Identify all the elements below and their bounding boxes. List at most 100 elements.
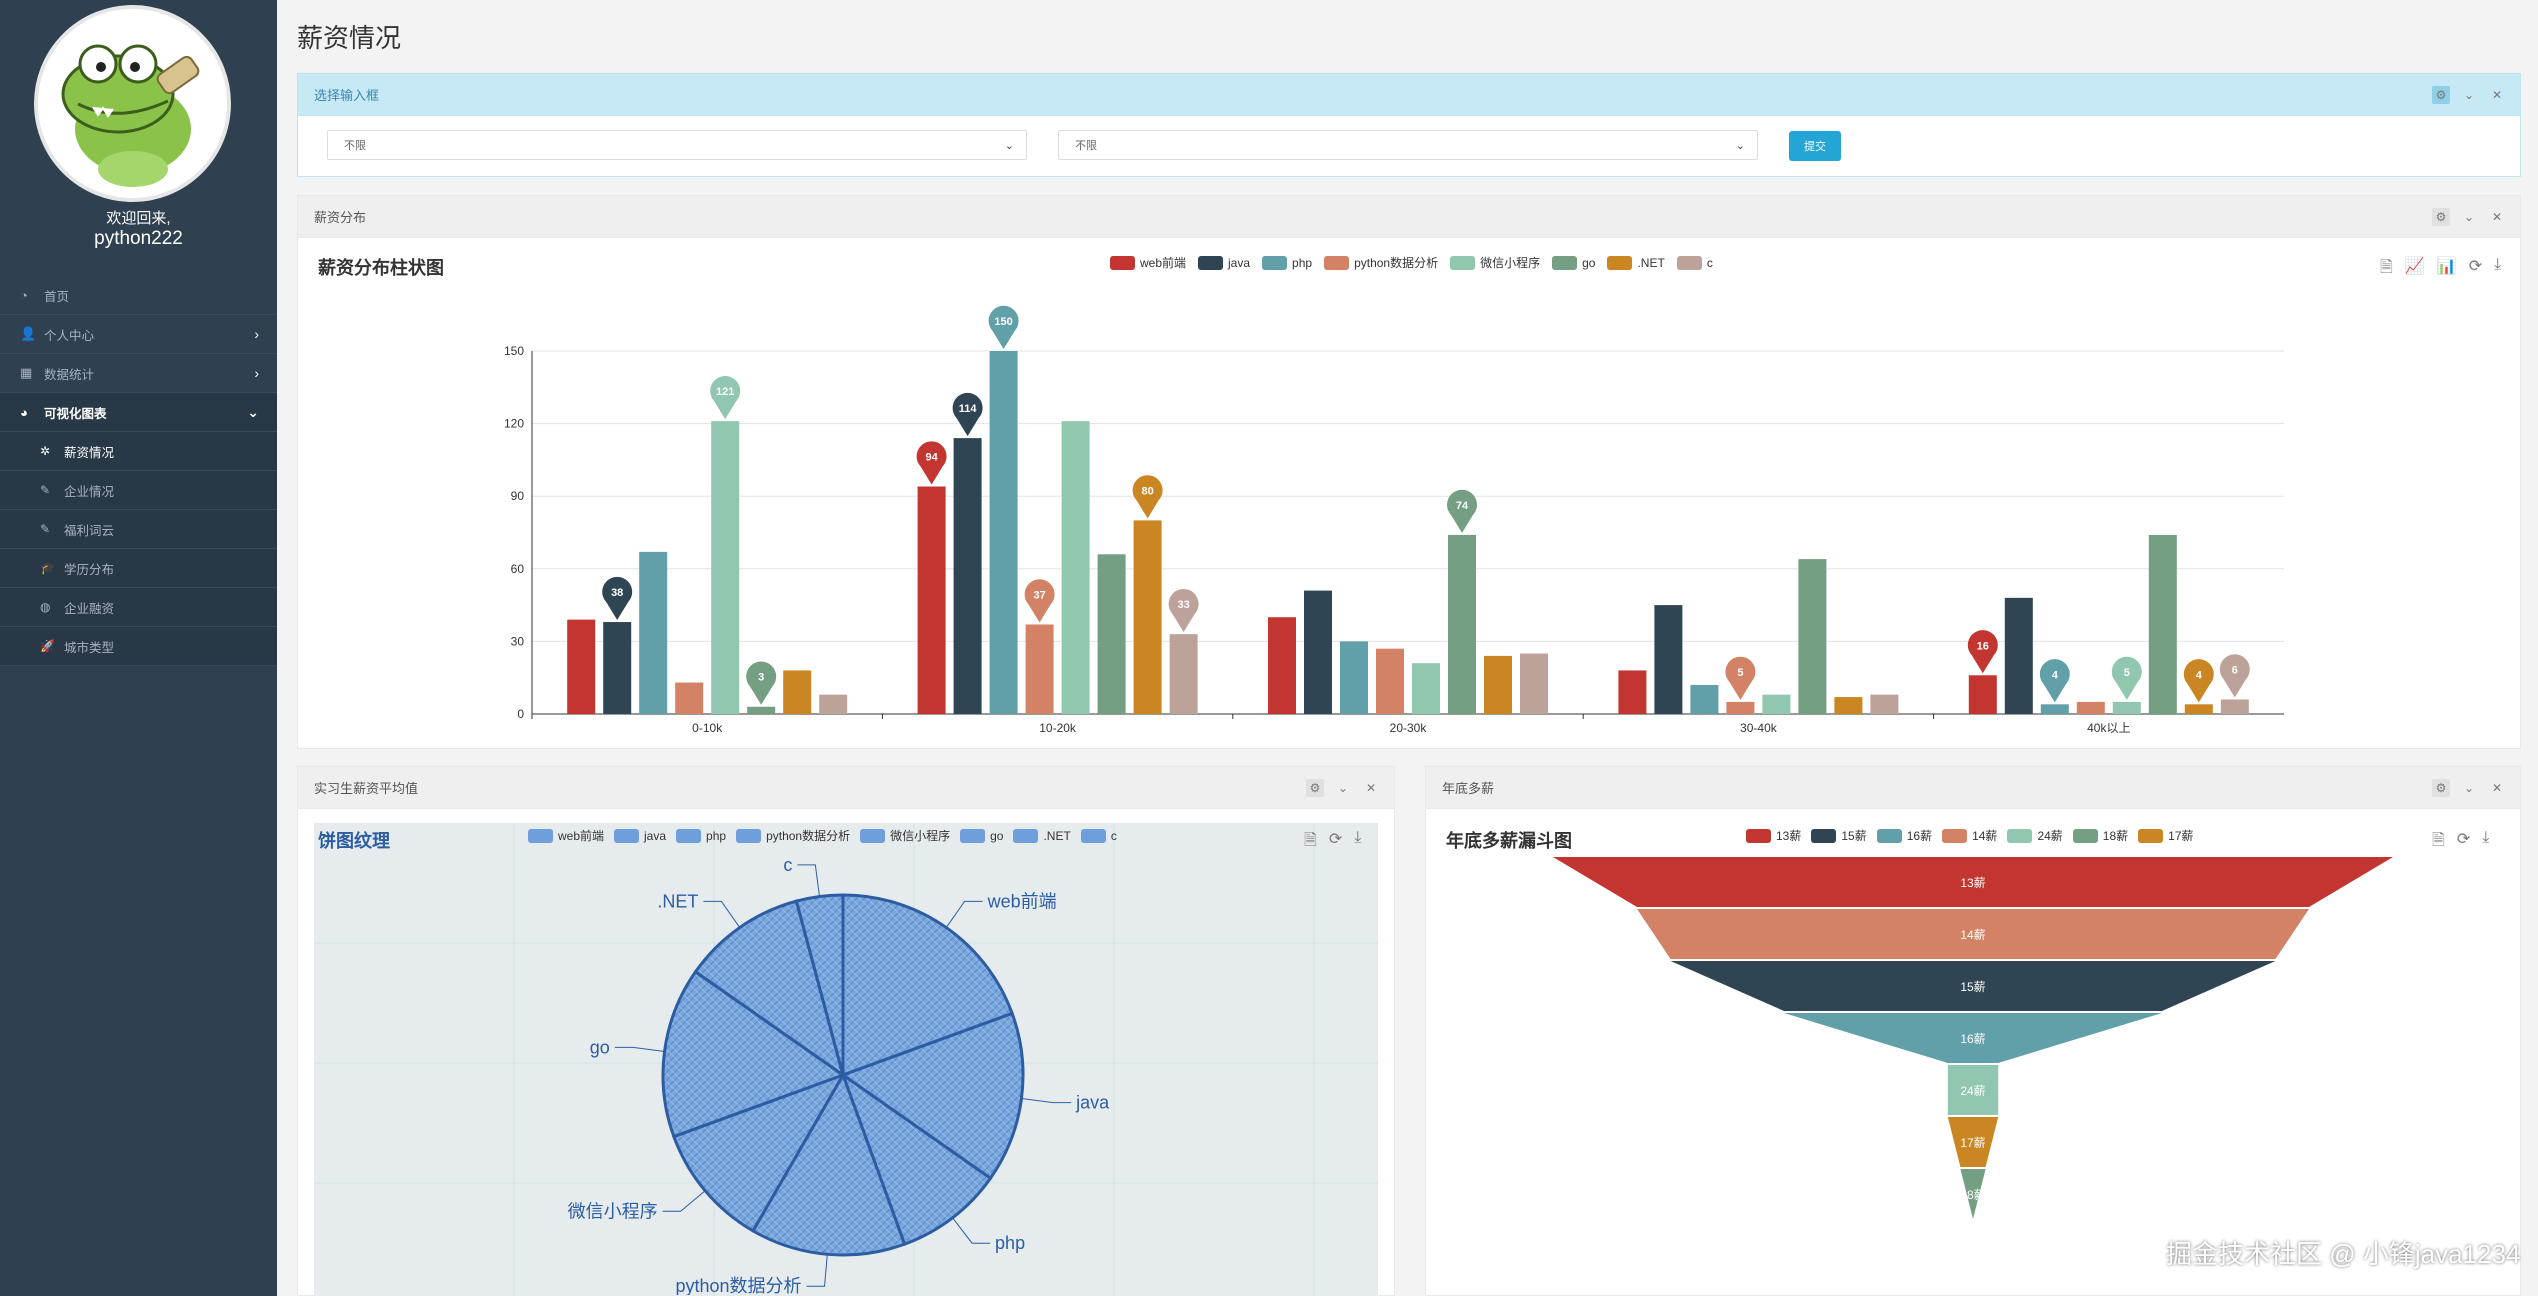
bar[interactable] xyxy=(1133,520,1162,714)
gear-icon[interactable]: ⚙ xyxy=(1306,779,1324,797)
download-icon[interactable]: ⤓ xyxy=(1354,829,1362,846)
legend-item[interactable]: java xyxy=(1198,255,1250,270)
avatar[interactable] xyxy=(34,5,231,202)
download-icon[interactable]: ⤓ xyxy=(2494,256,2502,273)
close-icon[interactable]: ✕ xyxy=(2491,88,2503,102)
bar[interactable] xyxy=(989,351,1018,714)
bar[interactable] xyxy=(1484,655,1512,714)
bar[interactable] xyxy=(819,694,848,714)
bar[interactable] xyxy=(917,486,946,714)
funnel-segment[interactable] xyxy=(1670,961,2276,1011)
bar[interactable] xyxy=(2040,704,2069,714)
data-pin[interactable]: 5 xyxy=(2111,656,2142,700)
data-pin[interactable]: 150 xyxy=(988,305,1019,349)
data-pin[interactable]: 37 xyxy=(1024,579,1055,623)
legend-item[interactable]: 24薪 xyxy=(2007,827,2063,844)
bar[interactable] xyxy=(1340,641,1368,714)
sub-item-salary[interactable]: ✲ 薪资情况 xyxy=(0,432,277,471)
data-pin[interactable]: 121 xyxy=(710,375,741,420)
funnel-segment[interactable] xyxy=(1784,1013,2162,1063)
bar[interactable] xyxy=(1834,697,1863,714)
bar[interactable] xyxy=(2076,701,2105,714)
bar[interactable] xyxy=(1448,534,1476,714)
gear-icon[interactable]: ⚙ xyxy=(2432,779,2450,797)
data-pin[interactable]: 4 xyxy=(2183,659,2214,703)
bar[interactable] xyxy=(1169,634,1198,714)
sub-item-education[interactable]: 🎓 学历分布 xyxy=(0,549,277,588)
funnel-segment[interactable] xyxy=(1947,1065,1999,1115)
legend-item[interactable]: php xyxy=(1262,255,1312,270)
bar[interactable] xyxy=(1304,590,1332,714)
bar[interactable] xyxy=(1870,694,1899,714)
legend-item[interactable]: 微信小程序 xyxy=(860,827,950,844)
funnel-segment[interactable] xyxy=(1637,909,2309,959)
bar[interactable] xyxy=(2112,701,2141,714)
chevron-down-icon[interactable]: ⌄ xyxy=(2463,781,2475,795)
sub-item-wordcloud[interactable]: ✎ 福利词云 xyxy=(0,510,277,549)
sub-item-company[interactable]: ✎ 企业情况 xyxy=(0,471,277,510)
legend-item[interactable]: c xyxy=(1676,255,1713,270)
legend-item[interactable]: 微信小程序 xyxy=(1450,254,1540,271)
gear-icon[interactable]: ⚙ xyxy=(2432,208,2450,226)
legend-item[interactable]: python数据分析 xyxy=(736,827,850,844)
bar[interactable] xyxy=(747,706,776,714)
legend-item[interactable]: c xyxy=(1080,828,1117,843)
bar[interactable] xyxy=(2004,597,2033,714)
bar[interactable] xyxy=(567,619,596,714)
legend-item[interactable]: go xyxy=(960,828,1003,843)
bar[interactable] xyxy=(1654,605,1683,714)
bar[interactable] xyxy=(675,682,704,714)
bar[interactable] xyxy=(639,551,668,714)
funnel-segment[interactable] xyxy=(1947,1117,1999,1167)
bar[interactable] xyxy=(1762,694,1791,714)
data-pin[interactable]: 94 xyxy=(916,441,947,485)
pie-slice[interactable] xyxy=(750,1071,907,1257)
legend-item[interactable]: 14薪 xyxy=(1942,827,1997,844)
legend-item[interactable]: 15薪 xyxy=(1811,827,1867,844)
job-select[interactable]: 不限 ⌄ xyxy=(1058,130,1758,160)
gear-icon[interactable]: ⚙ xyxy=(2432,86,2450,104)
bar[interactable] xyxy=(1690,684,1719,714)
salary-select[interactable]: 不限 ⌄ xyxy=(327,130,1027,160)
legend-item[interactable]: web前端 xyxy=(1110,254,1186,271)
legend-item[interactable]: php xyxy=(676,828,726,843)
chevron-down-icon[interactable]: ⌄ xyxy=(2463,88,2475,102)
download-icon[interactable]: ⤓ xyxy=(2482,829,2490,846)
legend-item[interactable]: java xyxy=(614,828,666,843)
bar[interactable] xyxy=(603,622,632,714)
chevron-down-icon[interactable]: ⌄ xyxy=(1337,781,1349,795)
refresh-icon[interactable]: ⟳ xyxy=(1328,831,1343,848)
legend-item[interactable]: 16薪 xyxy=(1876,827,1932,844)
refresh-icon[interactable]: ⟳ xyxy=(2468,258,2483,275)
bar[interactable] xyxy=(1268,617,1296,714)
close-icon[interactable]: ✕ xyxy=(2491,210,2503,224)
bar[interactable] xyxy=(2220,699,2249,714)
bar[interactable] xyxy=(2148,534,2177,714)
legend-item[interactable]: .NET xyxy=(1607,255,1665,270)
legend-item[interactable]: 13薪 xyxy=(1746,827,1801,844)
funnel-segment[interactable] xyxy=(1553,857,2393,907)
bar[interactable] xyxy=(1025,624,1054,714)
submit-button[interactable]: 提交 xyxy=(1789,131,1841,161)
data-pin[interactable]: 16 xyxy=(1967,630,1998,674)
nav-item-charts[interactable]: ◕ 可视化图表 ⌄ xyxy=(0,393,277,432)
legend-item[interactable]: python数据分析 xyxy=(1324,254,1438,271)
legend-item[interactable]: 17薪 xyxy=(2138,827,2194,844)
nav-item-profile[interactable]: 👤 个人中心 › xyxy=(0,315,277,354)
bar[interactable] xyxy=(1726,701,1755,714)
bar[interactable] xyxy=(1412,663,1440,714)
bar[interactable] xyxy=(1097,554,1126,714)
data-pin[interactable]: 5 xyxy=(1725,656,1756,700)
bar[interactable] xyxy=(2184,704,2213,714)
data-pin[interactable]: 114 xyxy=(952,392,983,437)
nav-item-stats[interactable]: ▦ 数据统计 › xyxy=(0,354,277,393)
refresh-icon[interactable]: ⟳ xyxy=(2456,831,2471,848)
bar[interactable] xyxy=(783,670,812,714)
bar-chart-icon[interactable]: 📊 xyxy=(2436,258,2457,275)
funnel-segment[interactable] xyxy=(1960,1169,1986,1219)
bar[interactable] xyxy=(1618,670,1647,714)
data-pin[interactable]: 33 xyxy=(1168,588,1199,633)
data-pin[interactable]: 38 xyxy=(602,576,633,621)
pie-slice[interactable] xyxy=(794,893,845,1076)
sub-item-city[interactable]: 🚀 城市类型 xyxy=(0,627,277,666)
